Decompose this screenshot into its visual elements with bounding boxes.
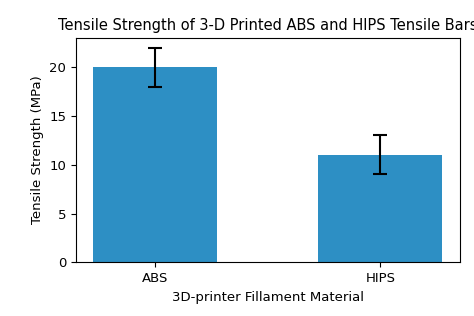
Bar bbox=[93, 67, 217, 262]
Title: Tensile Strength of 3-D Printed ABS and HIPS Tensile Bars: Tensile Strength of 3-D Printed ABS and … bbox=[58, 18, 474, 33]
X-axis label: 3D-printer Fillament Material: 3D-printer Fillament Material bbox=[172, 290, 364, 304]
Bar bbox=[319, 155, 442, 262]
Y-axis label: Tensile Strength (MPa): Tensile Strength (MPa) bbox=[30, 76, 44, 224]
